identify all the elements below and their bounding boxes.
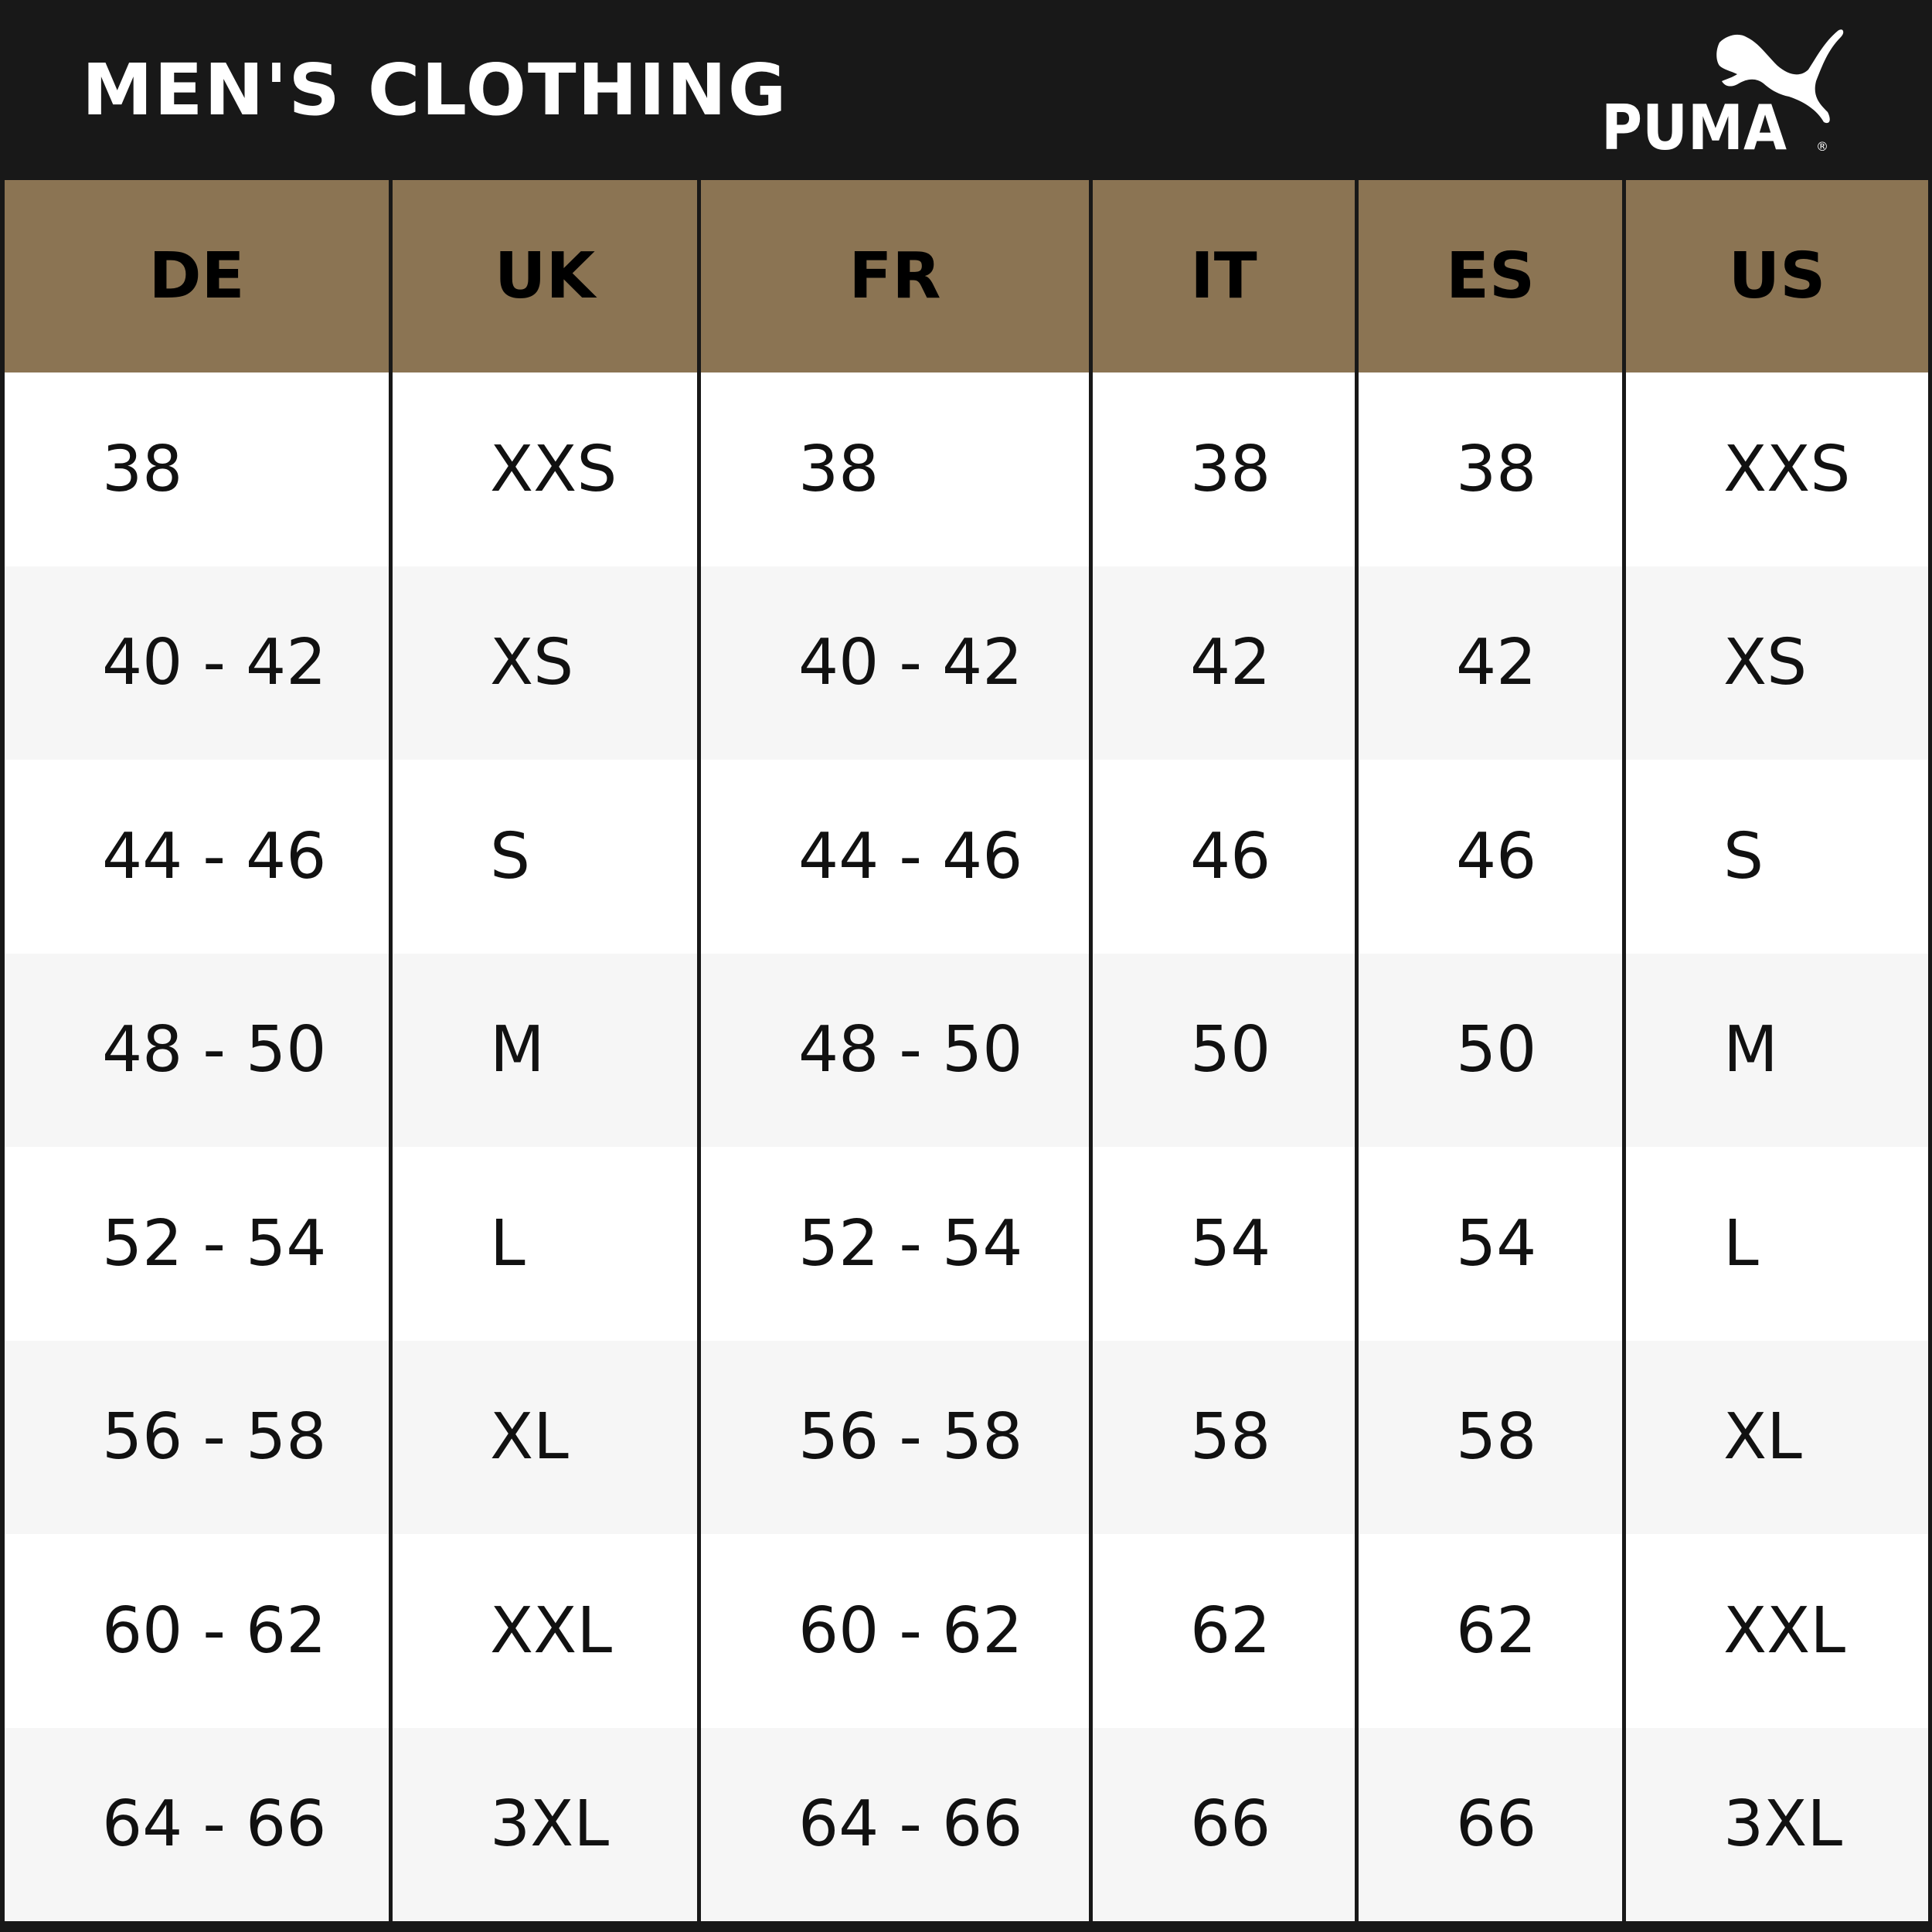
table-cell: 50 <box>1359 953 1622 1147</box>
table-cell: 66 <box>1359 1727 1622 1921</box>
table-cell: 62 <box>1093 1534 1355 1728</box>
table-cell: 38 <box>701 372 1089 566</box>
table-cell: 66 <box>1093 1727 1355 1921</box>
table-cell: XL <box>393 1340 697 1534</box>
table-cell: 46 <box>1093 760 1355 954</box>
table-cell: XS <box>1626 566 1928 760</box>
table-cell: L <box>393 1147 697 1341</box>
table-cell: XXS <box>1626 372 1928 566</box>
table-cell: 64 - 66 <box>701 1727 1089 1921</box>
table-cell: 42 <box>1093 566 1355 760</box>
table-cell: 42 <box>1359 566 1622 760</box>
column-header-de: DE <box>5 180 389 372</box>
table-cell: 60 - 62 <box>701 1534 1089 1728</box>
table-cell: 54 <box>1359 1147 1622 1341</box>
table-cell: XS <box>393 566 697 760</box>
table-cell: M <box>393 953 697 1147</box>
table-cell: 58 <box>1359 1340 1622 1534</box>
size-chart-table: DE UK FR IT ES US 38 XXS 38 38 38 XXS 40 - 42 XS 40 - … <box>5 180 1928 1921</box>
table-cell: 52 - 54 <box>701 1147 1089 1341</box>
table-cell: 46 <box>1359 760 1622 954</box>
table-cell: XXL <box>393 1534 697 1728</box>
table-cell: 3XL <box>393 1727 697 1921</box>
column-header-fr: FR <box>701 180 1089 372</box>
table-cell: 60 - 62 <box>5 1534 389 1728</box>
table-cell: 48 - 50 <box>5 953 389 1147</box>
table-cell: XXL <box>1626 1534 1928 1728</box>
table-cell: S <box>1626 760 1928 954</box>
column-header-es: ES <box>1359 180 1622 372</box>
logo-wordmark: PUMA <box>1601 92 1787 162</box>
table-cell: 56 - 58 <box>5 1340 389 1534</box>
table-cell: 3XL <box>1626 1727 1928 1921</box>
table-cell: 38 <box>5 372 389 566</box>
table-cell: 58 <box>1093 1340 1355 1534</box>
table-cell: 40 - 42 <box>5 566 389 760</box>
puma-cat-icon <box>1716 29 1844 124</box>
table-cell: 52 - 54 <box>5 1147 389 1341</box>
table-cell: 48 - 50 <box>701 953 1089 1147</box>
table-cell: 38 <box>1093 372 1355 566</box>
table-cell: S <box>393 760 697 954</box>
column-header-it: IT <box>1093 180 1355 372</box>
table-cell: 62 <box>1359 1534 1622 1728</box>
column-header-uk: UK <box>393 180 697 372</box>
table-cell: 56 - 58 <box>701 1340 1089 1534</box>
table-cell: L <box>1626 1147 1928 1341</box>
table-cell: XXS <box>393 372 697 566</box>
table-cell: 54 <box>1093 1147 1355 1341</box>
page-title: MEN'S CLOTHING <box>82 49 788 131</box>
table-cell: 44 - 46 <box>5 760 389 954</box>
table-cell: 38 <box>1359 372 1622 566</box>
table-cell: 64 - 66 <box>5 1727 389 1921</box>
column-header-us: US <box>1626 180 1928 372</box>
table-cell: 40 - 42 <box>701 566 1089 760</box>
table-cell: XL <box>1626 1340 1928 1534</box>
puma-logo: PUMA ® <box>1601 29 1844 162</box>
registered-mark: ® <box>1816 139 1828 154</box>
table-cell: M <box>1626 953 1928 1147</box>
table-cell: 50 <box>1093 953 1355 1147</box>
table-cell: 44 - 46 <box>701 760 1089 954</box>
